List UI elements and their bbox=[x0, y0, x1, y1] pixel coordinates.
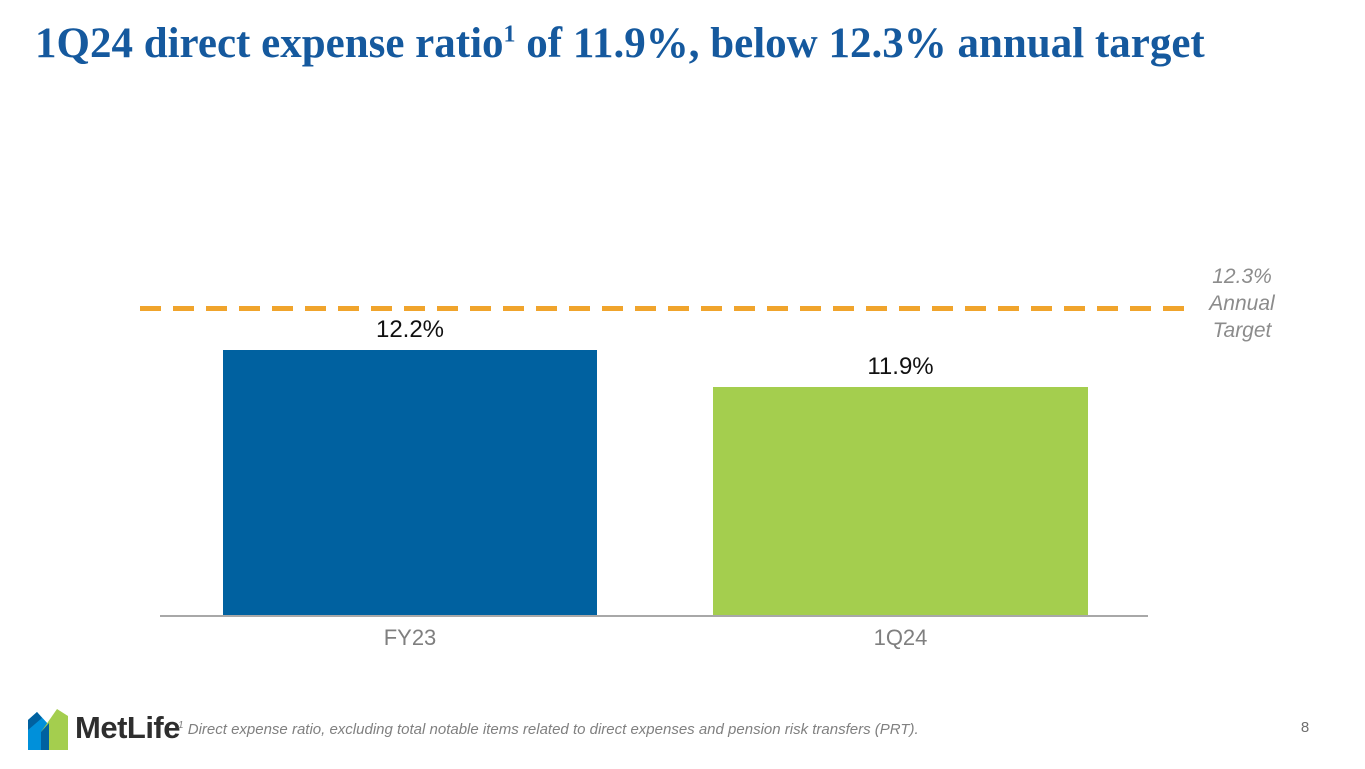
annual-target-value: 12.3% bbox=[1212, 265, 1272, 288]
footnote-text: Direct expense ratio, excluding total no… bbox=[183, 721, 919, 738]
metlife-m-icon bbox=[28, 709, 68, 750]
footnote: 1 Direct expense ratio, excluding total … bbox=[178, 720, 919, 738]
x-axis-line bbox=[160, 615, 1148, 617]
slide-title-part1: 1Q24 direct expense ratio bbox=[35, 20, 504, 67]
x-axis-label-1q24: 1Q24 bbox=[873, 625, 928, 650]
annual-target-label: 12.3% Annual Target bbox=[1192, 263, 1292, 344]
bar-value-1q24: 11.9% bbox=[867, 353, 934, 380]
metlife-wordmark: MetLife bbox=[75, 710, 181, 745]
annual-target-word2: Target bbox=[1212, 319, 1272, 342]
bar-1q24 bbox=[713, 387, 1088, 616]
annual-target-word1: Annual bbox=[1209, 292, 1275, 315]
slide-title-part2: of 11.9%, below 12.3% annual target bbox=[515, 20, 1205, 67]
slide-title-footnote-marker: 1 bbox=[503, 21, 516, 48]
page-number: 8 bbox=[1300, 719, 1310, 736]
annual-target-dashed-line bbox=[140, 306, 1187, 311]
metlife-logo: MetLife bbox=[28, 705, 181, 751]
bar-fy23 bbox=[223, 350, 597, 616]
bar-value-fy23: 12.2% bbox=[375, 316, 445, 343]
slide-title: 1Q24 direct expense ratio1 of 11.9%, bel… bbox=[35, 20, 1335, 67]
footnote-marker: 1 bbox=[178, 720, 184, 731]
x-axis-label-fy23: FY23 bbox=[383, 625, 437, 650]
